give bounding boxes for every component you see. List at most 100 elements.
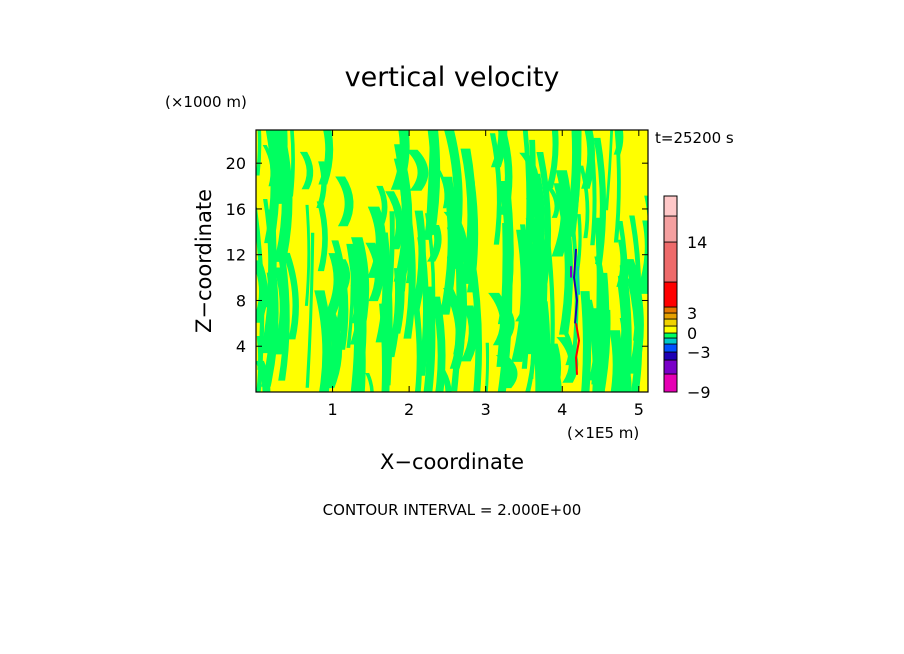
field-streak: [401, 203, 416, 339]
x-axis-label: X−coordinate: [380, 450, 524, 474]
field-streak: [444, 130, 463, 259]
field-streak: [523, 265, 535, 380]
field-streak: [264, 327, 274, 374]
y-tick-label: 8: [236, 291, 246, 310]
colorbar-segment: [663, 215, 678, 243]
field-streak: [375, 232, 391, 343]
field-streak: [305, 232, 315, 388]
field-streak: [425, 130, 434, 238]
field-streak: [617, 221, 629, 339]
colorbar-segment: [663, 306, 678, 314]
field-streak: [545, 343, 562, 392]
field-streak: [346, 243, 361, 392]
field-streak: [591, 217, 602, 385]
y-tick-label: 4: [236, 337, 246, 356]
colorbar-segment: [663, 351, 678, 361]
plot-area: [256, 130, 648, 392]
field-streak: [637, 220, 648, 290]
colorbar-segment: [663, 195, 678, 217]
field-streak: [365, 373, 374, 392]
field-streak: [525, 218, 548, 340]
field-streak: [318, 130, 334, 185]
field-streak: [260, 209, 277, 354]
x-tick-label: 1: [327, 400, 337, 419]
y-tick-label: 20: [226, 154, 246, 173]
field-streak: [598, 309, 611, 392]
field-streak: [278, 260, 290, 381]
x-tick-label: 3: [481, 400, 491, 419]
field-streak: [594, 256, 606, 342]
colorbar-segment: [663, 325, 678, 334]
field-streak: [446, 227, 468, 355]
colorbar-frame: [663, 195, 678, 393]
field-streak: [335, 176, 354, 227]
field-streaks: [256, 130, 648, 392]
field-streak: [316, 201, 328, 272]
field-streak: [365, 242, 384, 302]
field-streak: [304, 204, 311, 306]
field-streak: [316, 161, 327, 208]
field-streak: [466, 250, 483, 392]
colorbar-segment: [663, 241, 678, 283]
field-streak: [346, 257, 355, 348]
field-streak: [256, 207, 265, 370]
field-streak: [390, 130, 410, 190]
colorbar: 14 30−3 −9: [663, 195, 711, 402]
y-tick-label: 16: [226, 200, 246, 219]
y-axis-label: Z−coordinate: [192, 189, 216, 333]
colorbar-tick-label: 14: [687, 233, 707, 252]
field-streak: [405, 149, 429, 191]
field-streak: [438, 370, 452, 392]
field-streak: [553, 183, 574, 335]
colorbar-segment: [663, 312, 678, 320]
chart-title: vertical velocity: [345, 62, 560, 93]
colorbar-tick-label: −9: [687, 383, 711, 402]
field-streak: [613, 130, 621, 243]
field-streak: [567, 130, 582, 237]
field-streak: [399, 236, 411, 284]
field-streak: [490, 130, 508, 168]
field-streak: [322, 310, 343, 389]
field-streak: [505, 177, 514, 295]
y-tick-label: 12: [226, 246, 246, 265]
field-streak: [515, 269, 537, 322]
y-axis: 4 8 12 16 20: [226, 154, 648, 356]
field-streak: [411, 210, 426, 310]
colorbar-segment: [663, 332, 678, 339]
x-tick-label: 5: [634, 400, 644, 419]
field-streak: [385, 191, 404, 250]
field-streak: [299, 151, 314, 190]
updraft-feature: [570, 248, 581, 375]
colorbar-segment: [663, 281, 678, 308]
field-streak: [424, 213, 436, 336]
field-streak: [357, 259, 367, 355]
field-streak: [605, 130, 614, 211]
field-streak: [417, 237, 429, 376]
field-streak: [387, 268, 402, 358]
colorbar-segment: [663, 373, 678, 393]
field-streak: [561, 329, 573, 366]
field-streak: [431, 296, 446, 392]
colorbar-segment: [663, 359, 678, 375]
field-streak: [264, 130, 280, 244]
field-streak: [437, 170, 448, 209]
field-streak: [575, 214, 582, 274]
plot-frame: [255, 129, 649, 393]
colorbar-tick-label: 0: [687, 324, 697, 343]
field-streak: [593, 137, 607, 264]
field-streak: [466, 179, 479, 293]
contour-interval-label: CONTOUR INTERVAL = 2.000E+00: [323, 501, 582, 519]
updraft-core-blue: [573, 248, 579, 324]
field-streak: [460, 305, 479, 362]
colorbar-tick-label: 3: [687, 304, 697, 323]
updraft-cyan-edge: [577, 266, 581, 295]
field-streak: [546, 130, 559, 189]
time-label: t=25200 s: [655, 129, 734, 147]
y-unit-label: (×1000 m): [165, 93, 247, 111]
field-streak: [495, 355, 518, 389]
updraft-core-red: [575, 323, 581, 375]
colorbar-segment: [663, 318, 678, 327]
colorbar-segment: [663, 337, 678, 345]
field-streak: [545, 186, 560, 218]
